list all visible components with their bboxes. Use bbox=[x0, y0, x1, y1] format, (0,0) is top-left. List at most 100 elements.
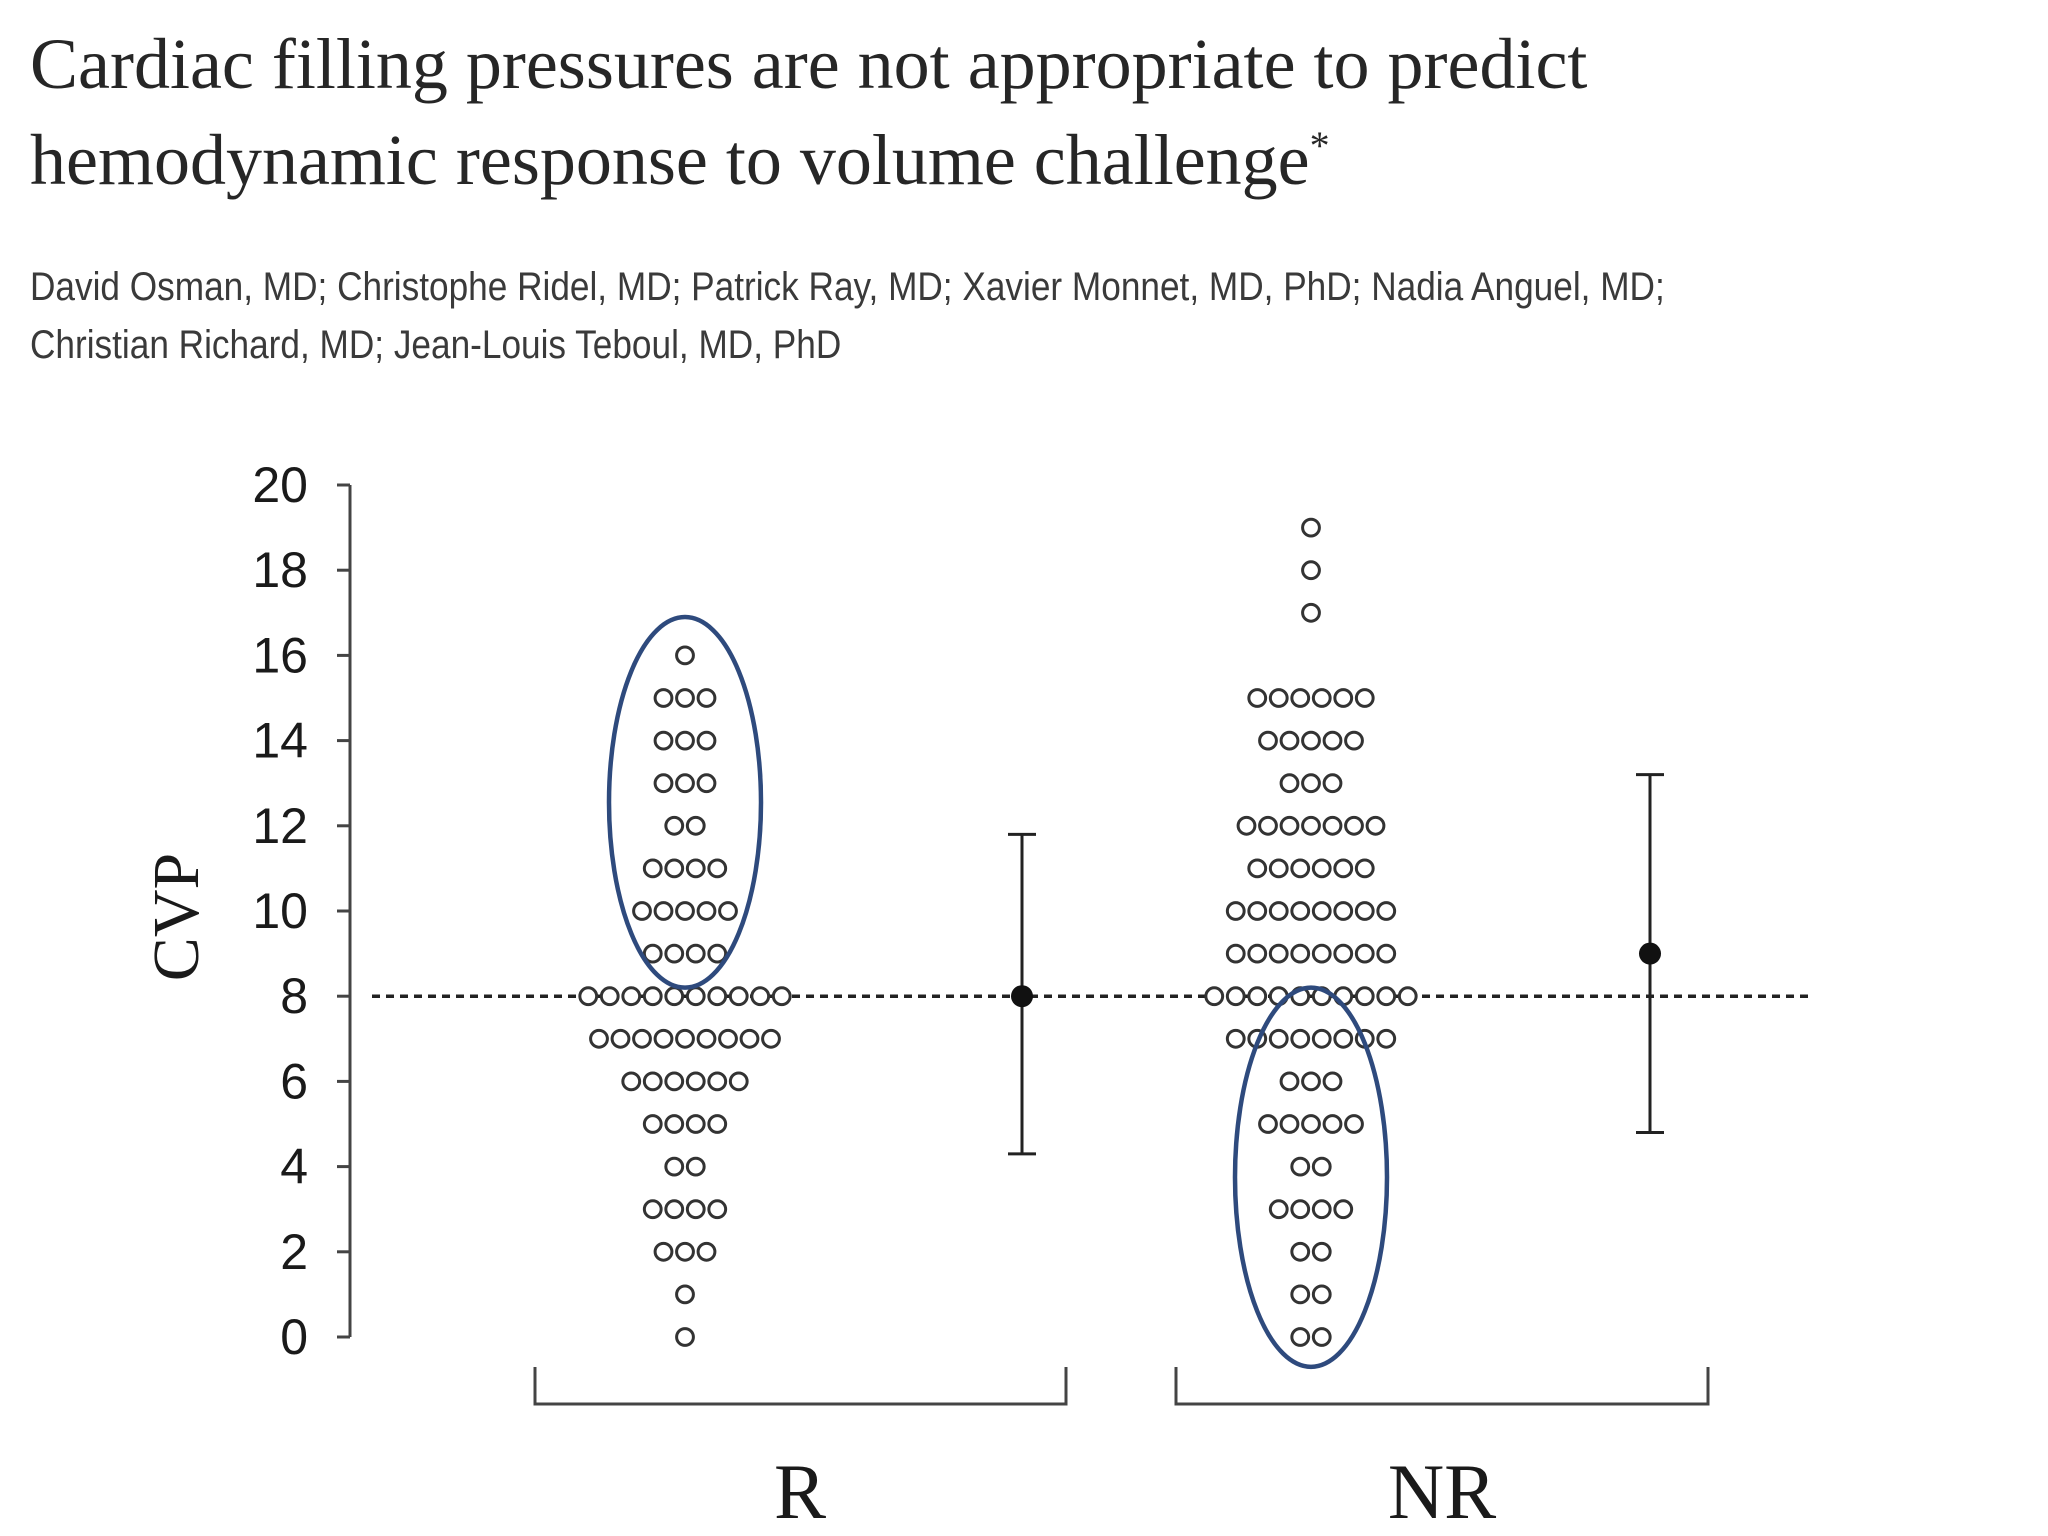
data-point-r bbox=[761, 1028, 781, 1049]
data-point-nr bbox=[1311, 1156, 1332, 1177]
data-point-r bbox=[696, 901, 717, 921]
data-point-r bbox=[664, 986, 685, 1007]
data-point-nr bbox=[1258, 730, 1278, 751]
data-point-nr bbox=[1322, 815, 1343, 836]
data-point-r bbox=[610, 1028, 631, 1049]
group-bracket-r bbox=[533, 1367, 1068, 1406]
data-point-nr bbox=[1247, 901, 1268, 921]
data-point-nr bbox=[1290, 1241, 1311, 1262]
data-point-nr bbox=[1333, 943, 1354, 964]
data-point-r bbox=[599, 986, 620, 1007]
data-point-nr bbox=[1268, 1028, 1289, 1049]
data-point-r bbox=[653, 773, 674, 794]
data-point-r bbox=[771, 986, 792, 1007]
data-point-nr bbox=[1344, 815, 1364, 836]
data-point-r bbox=[685, 943, 706, 964]
data-point-nr bbox=[1290, 1284, 1311, 1305]
data-point-nr bbox=[1301, 1071, 1321, 1092]
data-point-nr bbox=[1279, 1071, 1300, 1092]
data-point-r bbox=[642, 858, 663, 879]
data-point-nr bbox=[1301, 1114, 1321, 1134]
data-point-r bbox=[664, 1114, 685, 1134]
data-point-nr bbox=[1365, 815, 1386, 836]
data-point-nr bbox=[1268, 901, 1289, 921]
data-point-nr bbox=[1247, 986, 1268, 1007]
data-point-nr bbox=[1344, 1114, 1364, 1134]
data-point-r bbox=[696, 730, 717, 751]
data-point-nr bbox=[1225, 1028, 1246, 1049]
data-point-nr bbox=[1354, 943, 1375, 964]
authors-line-1: David Osman, MD; Christophe Ridel, MD; P… bbox=[30, 265, 1665, 309]
data-point-r bbox=[685, 1114, 706, 1134]
data-point-r bbox=[642, 986, 663, 1007]
data-point-r bbox=[685, 1156, 706, 1177]
data-point-nr bbox=[1290, 858, 1311, 879]
data-point-r bbox=[664, 943, 685, 964]
data-point-r bbox=[653, 730, 674, 751]
data-point-nr bbox=[1204, 986, 1225, 1007]
data-point-r bbox=[685, 1071, 706, 1092]
data-point-r bbox=[632, 1028, 652, 1049]
data-point-nr bbox=[1354, 688, 1375, 708]
data-point-nr bbox=[1268, 943, 1289, 964]
data-point-nr bbox=[1311, 1199, 1332, 1220]
data-point-nr bbox=[1376, 1028, 1397, 1049]
data-point-nr bbox=[1311, 943, 1332, 964]
data-point-r bbox=[664, 815, 685, 836]
data-point-r bbox=[685, 815, 706, 836]
y-tick-label: 10 bbox=[252, 883, 308, 939]
data-point-r bbox=[728, 1071, 749, 1092]
data-point-nr bbox=[1225, 901, 1246, 921]
data-point-r bbox=[696, 1028, 717, 1049]
y-tick-label: 0 bbox=[280, 1309, 308, 1365]
data-point-r bbox=[642, 1114, 663, 1134]
data-point-nr bbox=[1279, 1114, 1300, 1134]
data-point-r bbox=[675, 730, 695, 751]
y-tick-label: 12 bbox=[252, 798, 308, 854]
data-point-r bbox=[675, 773, 695, 794]
data-point-nr bbox=[1268, 688, 1289, 708]
data-point-r bbox=[685, 1199, 706, 1220]
data-point-nr bbox=[1322, 773, 1343, 794]
data-point-nr bbox=[1279, 730, 1300, 751]
title-footnote-marker: * bbox=[1309, 123, 1330, 168]
data-point-nr bbox=[1225, 986, 1246, 1007]
data-point-nr bbox=[1322, 1114, 1343, 1134]
data-point-nr bbox=[1247, 943, 1268, 964]
data-point-nr bbox=[1376, 901, 1397, 921]
title-line-1: Cardiac filling pressures are not approp… bbox=[30, 24, 1588, 104]
y-tick-label: 20 bbox=[252, 457, 308, 513]
author-list: David Osman, MD; Christophe Ridel, MD; P… bbox=[30, 258, 1790, 374]
data-point-nr bbox=[1247, 858, 1268, 879]
data-point-nr bbox=[1301, 560, 1321, 581]
data-point-r bbox=[728, 986, 749, 1007]
data-point-r bbox=[675, 688, 695, 708]
y-tick-label: 8 bbox=[280, 968, 308, 1024]
highlight-ellipse-nr bbox=[1232, 985, 1390, 1370]
data-point-nr bbox=[1322, 730, 1343, 751]
data-point-r bbox=[653, 1028, 674, 1049]
y-axis-title: CVP bbox=[140, 853, 213, 981]
y-tick-label: 2 bbox=[280, 1224, 308, 1280]
data-point-nr bbox=[1311, 1284, 1332, 1305]
data-point-nr bbox=[1279, 773, 1300, 794]
data-point-nr bbox=[1301, 602, 1321, 623]
data-point-nr bbox=[1225, 943, 1246, 964]
data-point-r bbox=[664, 1156, 685, 1177]
data-point-r bbox=[707, 1114, 728, 1134]
data-point-nr bbox=[1301, 773, 1321, 794]
data-point-r bbox=[653, 1241, 674, 1262]
authors-line-2: Christian Richard, MD; Jean-Louis Teboul… bbox=[30, 323, 842, 367]
data-point-nr bbox=[1258, 1114, 1278, 1134]
data-point-nr bbox=[1301, 517, 1321, 538]
data-point-nr bbox=[1301, 730, 1321, 751]
data-point-nr bbox=[1333, 858, 1354, 879]
y-tick-label: 4 bbox=[280, 1139, 308, 1195]
data-point-nr bbox=[1344, 730, 1364, 751]
data-point-r bbox=[696, 688, 717, 708]
data-point-r bbox=[664, 858, 685, 879]
group-bracket-nr bbox=[1174, 1367, 1710, 1406]
data-point-nr bbox=[1311, 688, 1332, 708]
data-point-r bbox=[589, 1028, 609, 1049]
data-point-nr bbox=[1354, 901, 1375, 921]
